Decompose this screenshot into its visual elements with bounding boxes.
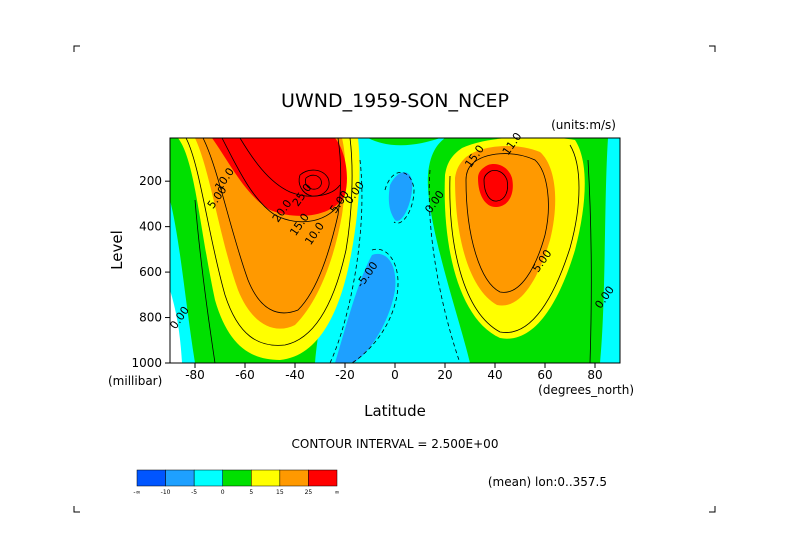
colorbar-label: -∞ [133, 489, 140, 496]
contour-lines-negative [329, 159, 461, 363]
colorbar-label: 5 [249, 489, 253, 496]
y-tick-label: 400 [139, 220, 162, 234]
x-tick-label: -80 [185, 368, 205, 382]
x-tick-label: 60 [537, 368, 552, 382]
contour-lines [185, 138, 592, 363]
colorbar-label: ∞ [335, 489, 340, 496]
colorbar-label: -5 [191, 489, 197, 496]
colorbar-swatch [251, 469, 281, 487]
x-tick-label: 0 [391, 368, 399, 382]
y-tick-label: 600 [139, 265, 162, 279]
x-tick-label: 20 [437, 368, 452, 382]
colorbar-label: 0 [221, 489, 225, 496]
y-axis-units: (millibar) [108, 374, 162, 388]
x-tick-label: -60 [235, 368, 255, 382]
x-tick-label: 40 [487, 368, 502, 382]
units-label: (units:m/s) [551, 118, 616, 132]
fill-missing [170, 290, 182, 363]
x-axis-label: Latitude [364, 402, 426, 420]
colorbar-label: 25 [305, 489, 313, 496]
colorbar: -∞ -10 -5 0 5 15 25 ∞ [133, 469, 340, 496]
colorbar-swatch [136, 469, 166, 487]
x-tick-label: 80 [587, 368, 602, 382]
x-tick-label: -40 [285, 368, 305, 382]
colorbar-label: 15 [276, 489, 284, 496]
y-tick-label: 1000 [131, 356, 162, 370]
contour-fills [170, 138, 620, 363]
crop-marks [73, 45, 716, 513]
x-tick-label: -20 [335, 368, 355, 382]
y-tick-label: 200 [139, 174, 162, 188]
chart-title: UWND_1959-SON_NCEP [281, 90, 509, 112]
colorbar-swatch [308, 469, 338, 487]
y-axis-label: Level [108, 230, 126, 270]
mean-label: (mean) lon:0..357.5 [488, 475, 607, 489]
fill-easterly-lower [335, 253, 396, 363]
colorbar-swatch [165, 469, 195, 487]
x-axis: -80 -60 -40 -20 0 20 40 60 80 [185, 363, 603, 382]
fill-polar-cyan-n [600, 138, 620, 363]
colorbar-label: -10 [161, 489, 171, 496]
colorbar-swatch [222, 469, 252, 487]
x-axis-units: (degrees_north) [538, 383, 634, 397]
colorbar-swatch [279, 469, 309, 487]
contour-interval-label: CONTOUR INTERVAL = 2.500E+00 [292, 437, 499, 451]
colorbar-swatch [193, 469, 223, 487]
y-tick-label: 800 [139, 311, 162, 325]
fill-upper-green-cap [368, 138, 440, 146]
fill-easterly-upper [388, 172, 413, 221]
y-axis: 200 400 600 800 1000 [131, 174, 170, 370]
